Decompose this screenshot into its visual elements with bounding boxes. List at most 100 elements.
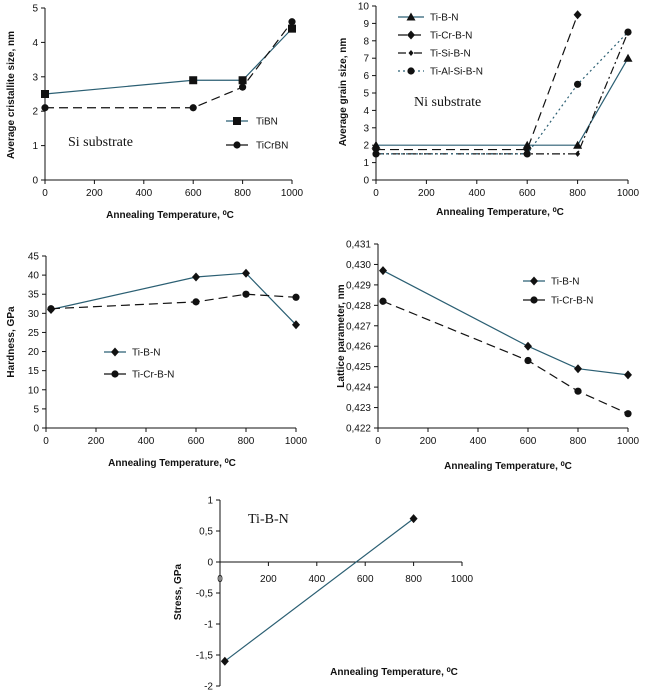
- data-point: [524, 356, 532, 365]
- legend: Ti-B-N Ti-Cr-B-N: [104, 347, 174, 381]
- data-point: [239, 83, 247, 91]
- data-point: [624, 410, 632, 418]
- data-point: [623, 53, 633, 62]
- legend-label: Ti-B-N: [132, 348, 161, 359]
- y-axis-label: Lattice parameter, nm: [336, 284, 347, 387]
- series-line: [44, 28, 293, 95]
- series-4: [372, 28, 632, 158]
- y-tick-label: 0,427: [346, 321, 371, 332]
- x-tick-label: 600: [357, 574, 374, 585]
- series-line: [376, 31, 629, 155]
- y-tick-label: 8: [363, 36, 369, 47]
- x-tick-label: 400: [138, 436, 155, 447]
- y-tick-label: 2: [32, 107, 38, 118]
- data-point: [242, 290, 250, 298]
- y-axis-label: Stress, GPa: [173, 563, 184, 620]
- data-point: [288, 24, 296, 33]
- x-tick-label: 800: [569, 188, 586, 199]
- data-point: [575, 150, 581, 157]
- data-point: [189, 104, 197, 112]
- y-tick-label: 10: [358, 2, 370, 13]
- x-tick-label: 0: [375, 436, 381, 447]
- x-tick-label: 600: [519, 188, 536, 199]
- data-point: [624, 370, 632, 380]
- legend-label: Ti-Si-B-N: [430, 49, 471, 60]
- legend-label: TiBN: [256, 117, 278, 128]
- y-tick-label: -0,5: [196, 589, 214, 600]
- series-line: [376, 14, 579, 151]
- y-tick-label: 9: [363, 19, 369, 30]
- data-point: [574, 364, 582, 374]
- x-tick-label: 400: [468, 188, 485, 199]
- data-point: [288, 18, 296, 26]
- x-tick-label: 200: [260, 574, 277, 585]
- chart-2: 0 1 2 3 4 5 6 7 8 9 10 0 200 400 600 800 1000 Annealing T…: [338, 2, 640, 219]
- x-tick-label: 400: [470, 436, 487, 447]
- data-point: [379, 266, 387, 276]
- series-line: [224, 518, 414, 662]
- data-point: [192, 298, 200, 306]
- y-tick-label: 5: [32, 4, 38, 15]
- legend-label: Ti-Cr-B-N: [132, 370, 174, 381]
- series-1: [379, 266, 632, 380]
- series-2: [372, 10, 582, 155]
- x-tick-label: 0: [373, 188, 379, 199]
- legend-marker: [233, 117, 241, 125]
- y-tick-label: 0,431: [346, 240, 371, 251]
- x-axis-label: Annealing Temperature, ⁰C: [108, 458, 236, 469]
- data-point: [624, 28, 632, 36]
- x-tick-label: 400: [135, 188, 152, 199]
- legend-marker: [407, 30, 415, 40]
- data-point: [372, 150, 380, 158]
- chart-annotation: Ti-B-N: [248, 512, 289, 527]
- x-tick-label: 200: [418, 188, 435, 199]
- y-tick-label: 1: [32, 141, 38, 152]
- series-line: [382, 270, 629, 376]
- series-line: [376, 57, 629, 146]
- y-tick-label: 0,5: [199, 527, 213, 538]
- x-axis-label: Annealing Temperature, ⁰C: [444, 461, 572, 472]
- y-tick-label: 0,426: [346, 342, 371, 353]
- data-point: [522, 140, 532, 149]
- y-tick-label: -1: [204, 620, 213, 631]
- series-2: [41, 18, 296, 112]
- y-tick-label: 30: [28, 309, 40, 320]
- y-tick-label: 0,429: [346, 280, 371, 291]
- x-tick-label: 800: [570, 436, 587, 447]
- legend: Ti-B-N Ti-Cr-B-N: [523, 276, 593, 307]
- series-line: [382, 300, 629, 415]
- chart-1: 0 1 2 3 4 5 0 200 400 600 800 1000 Annealing Tempera…: [6, 4, 304, 222]
- y-tick-label: 0,424: [346, 383, 371, 394]
- legend-label: Ti-Cr-B-N: [551, 296, 593, 307]
- data-point: [220, 656, 229, 666]
- series-1: [47, 268, 300, 330]
- y-tick-label: 6: [363, 71, 369, 82]
- x-tick-label: 600: [185, 188, 202, 199]
- x-tick-label: 600: [520, 436, 537, 447]
- legend: Ti-B-N Ti-Cr-B-N Ti-Si-B-N Ti-Al-Si-B-N: [398, 12, 483, 78]
- y-tick-label: 25: [28, 328, 40, 339]
- y-axis-label: Average grain size, nm: [338, 38, 349, 147]
- y-tick-label: 0,425: [346, 362, 371, 373]
- data-point: [574, 80, 582, 88]
- x-axis-label: Annealing Temperature, ⁰C: [330, 667, 458, 678]
- y-tick-label: 4: [32, 38, 38, 49]
- data-point: [573, 140, 583, 149]
- x-tick-label: 600: [188, 436, 205, 447]
- x-tick-label: 200: [88, 436, 105, 447]
- y-tick-label: 1: [207, 496, 213, 507]
- legend-label: TiCrBN: [256, 141, 288, 152]
- legend-label: Ti-B-N: [430, 13, 459, 24]
- chart-4: 0,422 0,423 0,424 0,425 0,426 0,427 0,428 0,429…: [336, 240, 640, 473]
- x-axis-label: Annealing Temperature, ⁰C: [436, 207, 564, 218]
- series-line: [376, 31, 629, 155]
- x-tick-label: 1000: [617, 188, 640, 199]
- legend-marker: [530, 276, 538, 286]
- data-point: [292, 293, 300, 301]
- y-tick-label: -2: [204, 682, 213, 693]
- y-tick-label: 0,430: [346, 260, 371, 271]
- x-tick-label: 0: [217, 574, 223, 585]
- data-point: [574, 387, 582, 395]
- data-point: [379, 297, 387, 305]
- data-point: [524, 341, 532, 351]
